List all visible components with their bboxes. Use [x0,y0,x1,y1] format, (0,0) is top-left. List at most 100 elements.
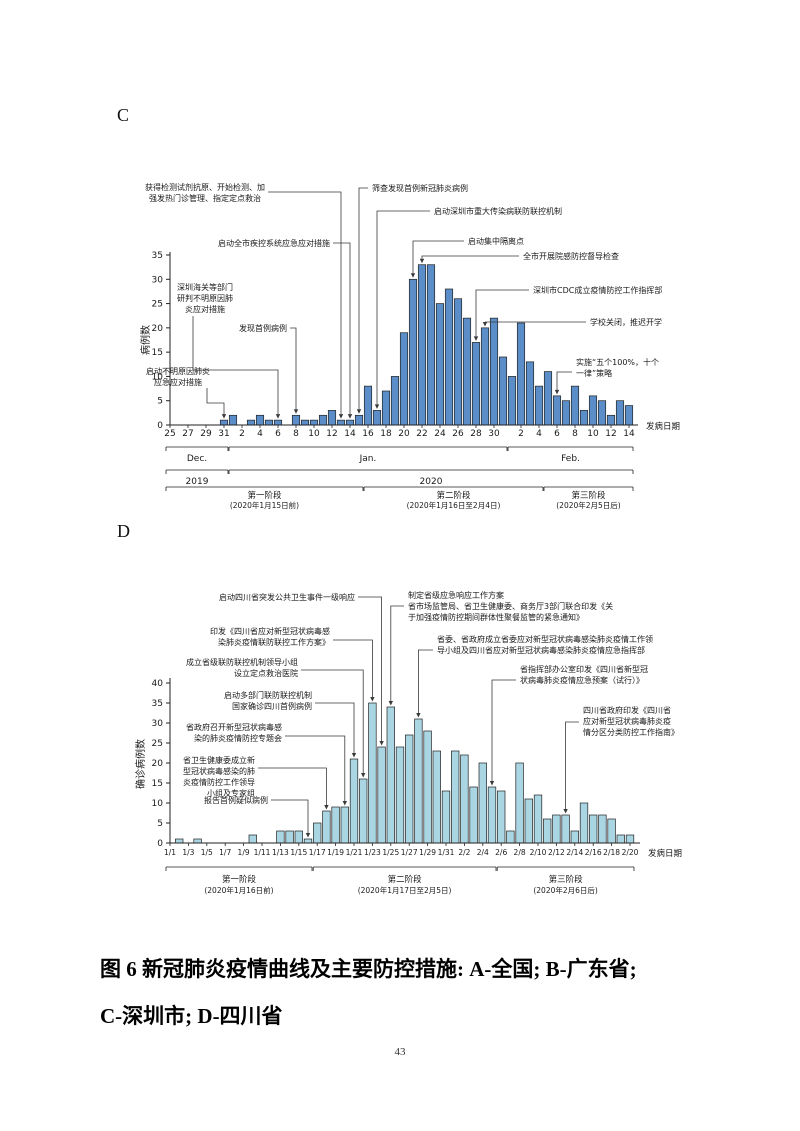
annotation-leader-line [475,289,529,337]
chart-text: (2020年2月5日后) [556,500,621,510]
annotation-leader-line [376,210,430,405]
bar [516,322,526,426]
bar [363,385,373,426]
chart-text: 40 [152,679,164,689]
chart-text: 12 [326,429,337,439]
bar [322,810,331,844]
bar [453,298,463,426]
chart-text: 20 [152,759,164,769]
chart-text: 29 [200,429,212,439]
chart-text: 2/18 [603,848,620,857]
chart-text: 1/29 [419,848,436,857]
annotation-text: 小组及专家组 [207,788,255,798]
annotation-text: 实施“五个100%，十个 [576,357,659,367]
bar [246,419,256,426]
bar [294,830,303,844]
chart-text: 1/11 [254,848,271,857]
chart-text: 4 [257,429,263,439]
chart-text: 1/21 [346,848,363,857]
annotation-leader-line [565,721,579,809]
annotation-text: 应对新型冠状病毒肺炎疫 [583,716,671,726]
chart-text: 第二阶段 [388,874,423,885]
bar [579,802,589,844]
chart-text: 2020 [420,477,443,487]
annotation-text: 筛查发现首例新冠肺炎病例 [372,183,468,193]
year-brackets: 2019 2020 [165,469,634,487]
chart-text: 8 [572,429,578,439]
annotation-text: 启动不明原因肺炎 [146,366,210,376]
chart-text: 30 [152,275,164,285]
bar [432,750,441,844]
chart-text: Feb. [561,454,580,464]
chart-text: 2 [518,429,524,439]
chart-text: 14 [623,429,635,439]
annotation-text: 省市场监管局、省卫生健康委、商务厅3部门联合印发《关 [408,601,613,611]
bar [524,798,533,844]
bar [228,414,238,426]
chart-text: 5 [157,397,163,407]
bar [309,419,319,426]
chart-text: 1/3 [182,848,194,857]
bar [487,786,497,844]
chart-text: 1/1 [164,848,176,857]
chart-text: 2/14 [566,848,583,857]
annotation-text: 染肺炎疫情联防联控工作方案》 [218,637,330,647]
chart-text: 1/31 [438,848,455,857]
chart-text: 10 [308,429,320,439]
bar [506,830,515,844]
chart-text: 1/23 [364,848,381,857]
annotation-leader-line [358,187,368,410]
chart-text: 2 [239,429,245,439]
annotation-leader-line [556,371,572,390]
bar [498,356,508,426]
chart-text: 2/10 [530,848,547,857]
annotation-arrowhead-icon [293,409,299,414]
annotation-arrowhead-icon [416,713,421,718]
annotation-leader-line [412,240,464,274]
annotation-arrowhead-icon [221,414,227,419]
chart-text: 5 [157,819,163,829]
annotations: 启动四川省突发公共卫生事件一级响应 制定省级应急响应工作方案省市场监管局、省卫生健… [183,590,679,838]
bar [579,410,589,426]
annotation-text: 一律”策略 [576,368,612,378]
annotation-text: 启动多部门联防联控机制 [224,690,312,700]
chart-text: 25 [164,429,175,439]
bar [552,395,562,426]
annotation-text: 型冠状病毒感染的肺 [183,766,255,776]
chart-text: (2020年1月16日前) [204,885,273,895]
y-axis-label: 病例数 [139,325,152,355]
section-label-c: C [117,105,130,125]
bar [381,390,391,426]
annotation-text: 状病毒肺炎疫情应急预案（试行）》 [520,675,644,685]
chart-text: 0 [157,421,163,431]
chart-text: 第三阶段 [571,490,606,501]
chart-text: 35 [152,699,163,709]
bar [345,419,355,426]
annotation-text: 国家确诊四川首例病例 [232,701,312,711]
annotation-leader-line [333,242,351,415]
annotation-text: 情分区分类防控工作指南》 [583,727,679,737]
phase-brackets: 第一阶段(2020年1月15日前) 第二阶段(2020年1月16日至2月4日) 第三… [165,486,634,510]
annotation-arrowhead-icon [379,741,384,746]
chart-text: 30 [152,719,164,729]
annotation-text: 报告首例疑似病例 [204,795,268,805]
bar [598,814,607,844]
month-brackets: Dec. Jan. Feb. [165,446,634,464]
bar [588,395,598,426]
chart-text: 12 [605,429,616,439]
x-axis-label: 发病日期 [646,421,680,432]
annotation-leader-line [206,388,225,415]
annotation-text: 获得检测试剂抗原、开始检测、加 [145,182,265,192]
annotation-text: 省政府召开新型冠状病毒感 [186,722,282,732]
bar [533,794,543,844]
annotation-leader-line [421,255,519,259]
chart-text: 22 [416,429,427,439]
bar [451,750,460,844]
chart-text: 26 [452,429,464,439]
chart-text: 2/6 [495,848,507,857]
chart-text: 10 [152,799,164,809]
chart-text: 31 [218,429,229,439]
chart-text: 1/15 [290,848,307,857]
